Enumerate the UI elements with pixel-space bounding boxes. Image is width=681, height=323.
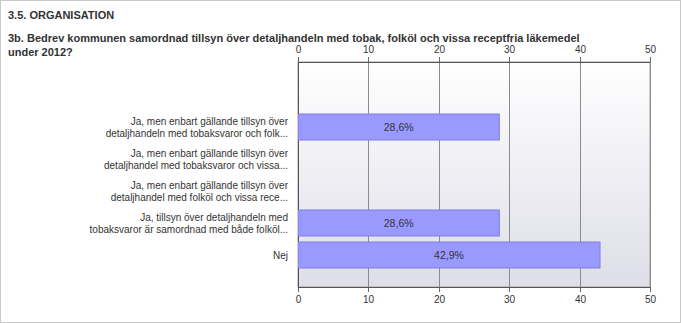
bar <box>298 178 299 204</box>
tick-label-bottom: 10 <box>363 294 375 305</box>
tick-label-top: 10 <box>363 44 375 55</box>
plot-background <box>298 62 650 287</box>
tick-top <box>439 57 440 62</box>
tick-label-top: 30 <box>504 44 516 55</box>
category-label: Ja, tillsyn över detaljhandeln medtobaks… <box>90 212 288 235</box>
tick-label-top: 40 <box>575 44 587 55</box>
title-line: 3b. Bedrev kommunen samordnad tillsyn öv… <box>8 32 580 44</box>
tick-label-bottom: 30 <box>504 294 516 305</box>
category-label-line: Nej <box>273 250 288 261</box>
tick-label-top: 20 <box>434 44 446 55</box>
axis-line-bottom <box>298 287 650 288</box>
chart-root: 3.5. ORGANISATION 3b. Bedrev kommunen sam… <box>0 0 681 323</box>
category-label-line: Ja, men enbart gällande tillsyn över <box>131 116 289 127</box>
tick-label-bottom: 20 <box>434 294 446 305</box>
tick-bottom <box>650 287 651 292</box>
tick-label-top: 0 <box>296 44 302 55</box>
category-label-line: Ja, men enbart gällande tillsyn över <box>131 148 289 159</box>
tick-label-top: 50 <box>645 44 657 55</box>
bar <box>298 146 299 172</box>
category-label-line: detaljhandeln med tobaksvaror och folk..… <box>106 128 288 139</box>
bar <box>298 114 499 140</box>
category-label-line: Ja, men enbart gällande tillsyn över <box>131 180 289 191</box>
bars <box>298 114 600 268</box>
category-label-line: tobaksvaror är samordnad med både folköl… <box>90 224 288 235</box>
tick-label-bottom: 0 <box>296 294 302 305</box>
bar <box>298 242 600 268</box>
chart: 3.5. ORGANISATION 3b. Bedrev kommunen sam… <box>0 0 681 323</box>
data-label: 28,6% <box>384 121 414 133</box>
tick-top <box>298 57 299 62</box>
header: 3.5. ORGANISATION <box>8 9 114 21</box>
bar <box>298 210 499 236</box>
category-label-line: detaljhandel med tobaksvaror och vissa..… <box>104 160 288 171</box>
tick-top <box>580 57 581 62</box>
category-label: Ja, men enbart gällande tillsyn överdeta… <box>111 180 289 203</box>
tick-top <box>368 57 369 62</box>
outer-border <box>1 1 681 323</box>
axis-line-top <box>298 62 650 63</box>
grid-line <box>650 62 651 287</box>
tick-label-bottom: 50 <box>645 294 657 305</box>
data-label: 28,6% <box>384 217 414 229</box>
tick-top <box>509 57 510 62</box>
category-label-line: Ja, tillsyn över detaljhandeln med <box>140 212 288 223</box>
data-label: 42,9% <box>434 249 464 261</box>
tick-top <box>650 57 651 62</box>
category-label-line: detaljhandel med folköl och vissa rece..… <box>111 192 288 203</box>
category-label: Ja, men enbart gällande tillsyn överdeta… <box>104 148 289 171</box>
category-label: Ja, men enbart gällande tillsyn överdeta… <box>106 116 289 139</box>
tick-label-bottom: 40 <box>575 294 587 305</box>
title: 3b. Bedrev kommunen samordnad tillsyn öv… <box>8 32 580 58</box>
category-label: Nej <box>273 250 288 261</box>
title-line: under 2012? <box>8 46 73 58</box>
